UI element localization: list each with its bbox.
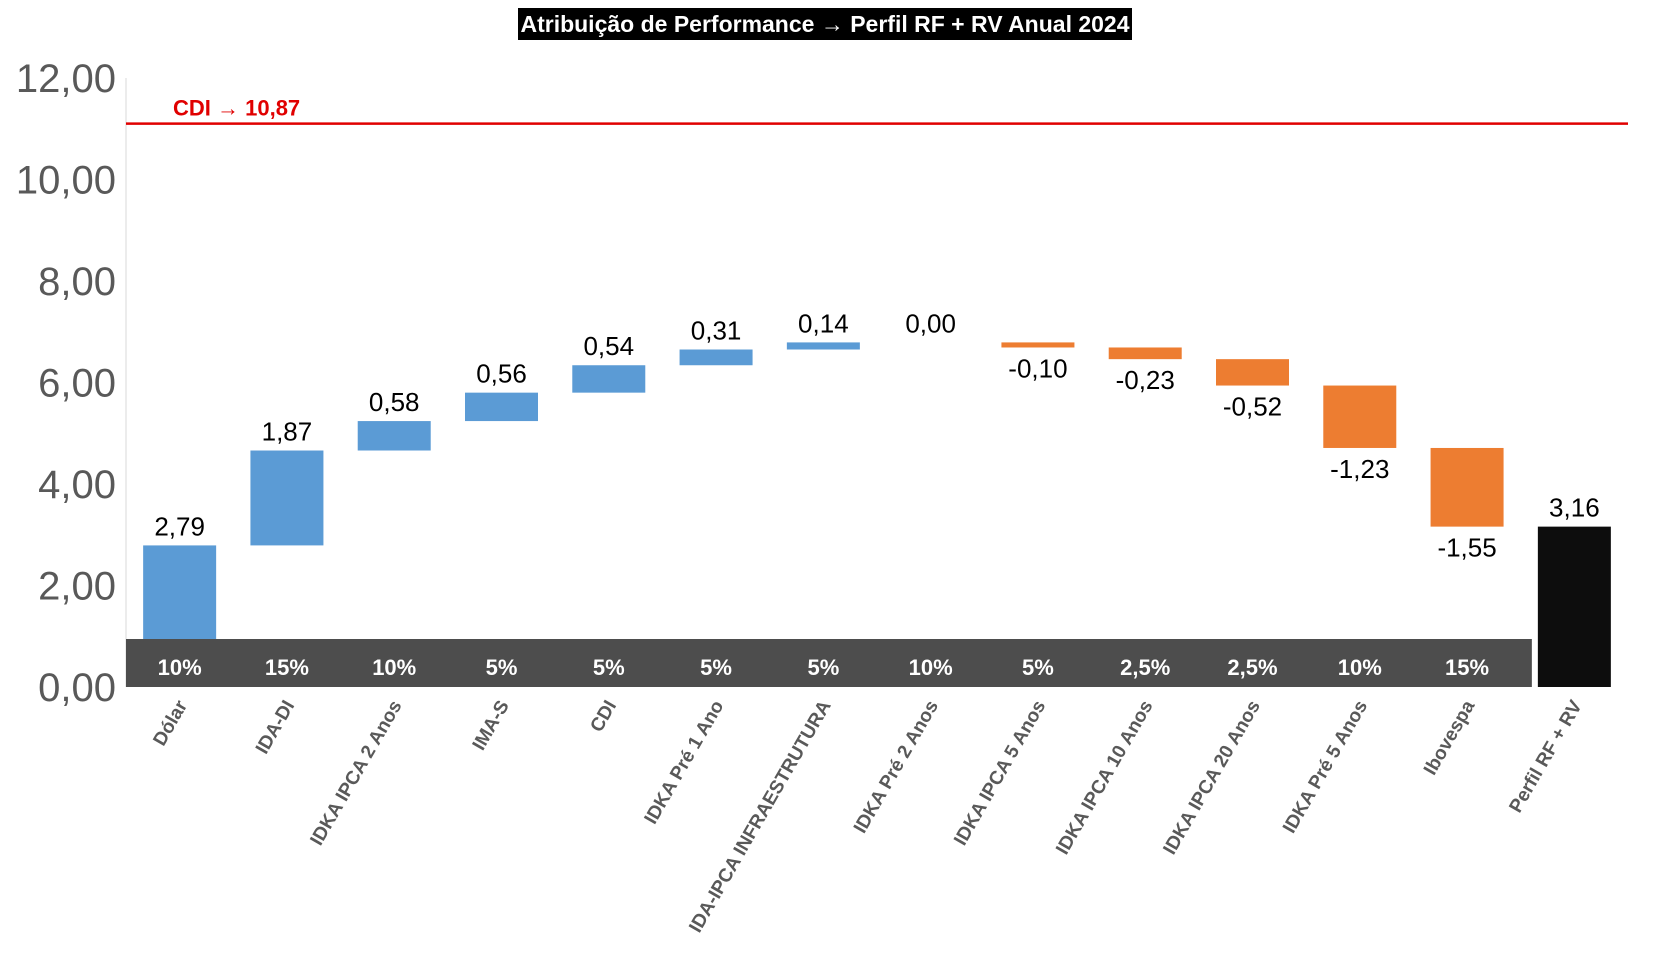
x-tick-label: IDA-DI — [252, 697, 299, 758]
y-tick-label: 10,00 — [16, 159, 116, 203]
weight-label: 15% — [265, 655, 309, 680]
weight-label: 5% — [700, 655, 732, 680]
data-label: 0,14 — [798, 308, 849, 338]
data-label: 3,16 — [1549, 493, 1600, 523]
weight-label: 5% — [807, 655, 839, 680]
weight-label: 2,5% — [1120, 655, 1170, 680]
data-label: -0,52 — [1223, 392, 1282, 422]
data-label: 0,54 — [583, 331, 634, 361]
weight-label: 10% — [158, 655, 202, 680]
waterfall-bar — [1108, 347, 1182, 360]
cdi-reference-label: CDI → 10,87 — [173, 96, 300, 121]
data-label: 2,79 — [154, 511, 205, 541]
x-tick-label: Perfil RF + RV — [1506, 697, 1587, 817]
weight-band — [126, 639, 1532, 687]
x-tick-label: Ibovespa — [1420, 697, 1480, 779]
data-label: 0,00 — [905, 308, 956, 338]
y-tick-label: 12,00 — [16, 57, 116, 101]
x-tick-label: IDKA Pré 5 Anos — [1279, 697, 1372, 837]
x-tick-label: CDI — [587, 697, 622, 736]
x-tick-label: IDKA Pré 1 Ano — [641, 697, 729, 828]
waterfall-bar — [1430, 447, 1504, 527]
weight-label: 5% — [593, 655, 625, 680]
weight-label: 10% — [1338, 655, 1382, 680]
x-tick-label: IDKA IPCA 20 Anos — [1160, 697, 1265, 858]
data-label: 0,56 — [476, 359, 527, 389]
waterfall-bar — [572, 365, 646, 393]
waterfall-bar — [357, 421, 431, 451]
weight-label: 15% — [1445, 655, 1489, 680]
x-tick-label: IDKA Pré 2 Anos — [850, 697, 943, 837]
y-tick-label: 4,00 — [38, 463, 116, 507]
weight-label: 10% — [372, 655, 416, 680]
x-tick-label: IDKA IPCA 10 Anos — [1052, 697, 1157, 858]
y-tick-label: 2,00 — [38, 565, 116, 609]
data-label: -1,23 — [1330, 454, 1389, 484]
x-tick-label: IDKA IPCA 5 Anos — [950, 697, 1050, 849]
y-tick-label: 8,00 — [38, 260, 116, 304]
x-tick-label: IMA-S — [469, 697, 514, 754]
data-label: -0,23 — [1116, 365, 1175, 395]
waterfall-bar — [786, 342, 860, 350]
waterfall-bar — [1001, 342, 1075, 348]
data-label: 0,31 — [691, 316, 742, 346]
y-tick-label: 0,00 — [38, 666, 116, 710]
waterfall-bar — [1537, 526, 1611, 687]
weight-label: 10% — [909, 655, 953, 680]
data-label: -1,55 — [1437, 533, 1496, 563]
weight-label: 5% — [486, 655, 518, 680]
waterfall-bar — [1323, 385, 1397, 448]
y-tick-label: 6,00 — [38, 362, 116, 406]
waterfall-bar — [679, 349, 753, 366]
weight-label: 2,5% — [1227, 655, 1277, 680]
data-label: 0,58 — [369, 387, 420, 417]
chart-title: Atribuição de Performance → Perfil RF + … — [518, 8, 1132, 40]
data-label: -0,10 — [1008, 353, 1067, 383]
x-tick-label: Dólar — [149, 696, 192, 749]
weight-label: 5% — [1022, 655, 1054, 680]
waterfall-bar — [1216, 359, 1289, 386]
waterfall-bar — [465, 392, 538, 422]
x-tick-label: IDKA IPCA 2 Anos — [307, 697, 407, 849]
data-label: 1,87 — [262, 417, 313, 447]
waterfall-bar — [250, 450, 324, 546]
